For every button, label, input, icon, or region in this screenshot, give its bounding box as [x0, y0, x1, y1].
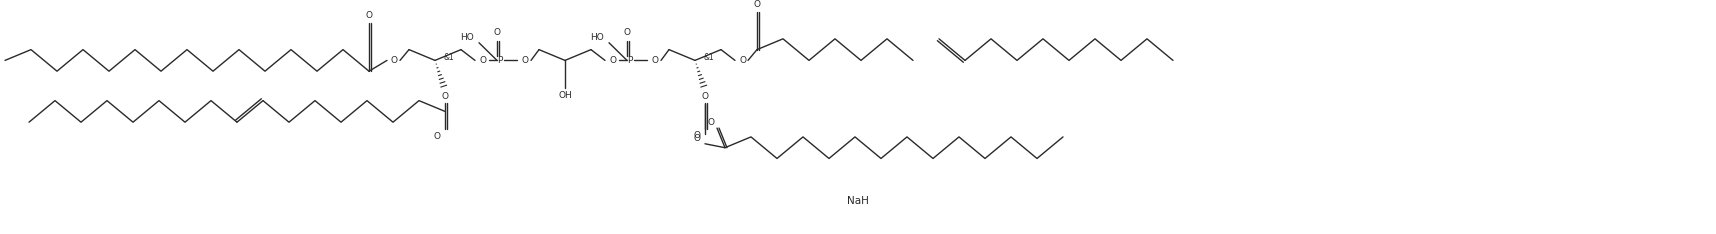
Text: O: O	[494, 29, 501, 37]
Text: O: O	[652, 56, 659, 65]
Text: &1: &1	[704, 53, 714, 62]
Text: O: O	[693, 132, 700, 140]
Text: P: P	[498, 56, 503, 65]
Text: O: O	[740, 56, 746, 65]
Text: O: O	[753, 0, 760, 9]
Text: O: O	[479, 56, 487, 65]
Text: P: P	[628, 56, 633, 65]
Text: O: O	[366, 11, 372, 20]
Text: O: O	[522, 56, 529, 65]
Text: O: O	[702, 92, 709, 101]
Text: &1: &1	[444, 53, 455, 62]
Text: HO: HO	[590, 33, 604, 42]
Text: O: O	[441, 92, 448, 101]
Text: O: O	[391, 56, 398, 65]
Text: O: O	[434, 132, 441, 141]
Text: NaH: NaH	[848, 196, 868, 206]
Text: O: O	[707, 118, 714, 127]
Text: O: O	[609, 56, 616, 65]
Text: OH: OH	[558, 91, 571, 100]
Text: HO: HO	[460, 33, 474, 42]
Text: O: O	[693, 134, 700, 143]
Text: O: O	[623, 29, 630, 37]
